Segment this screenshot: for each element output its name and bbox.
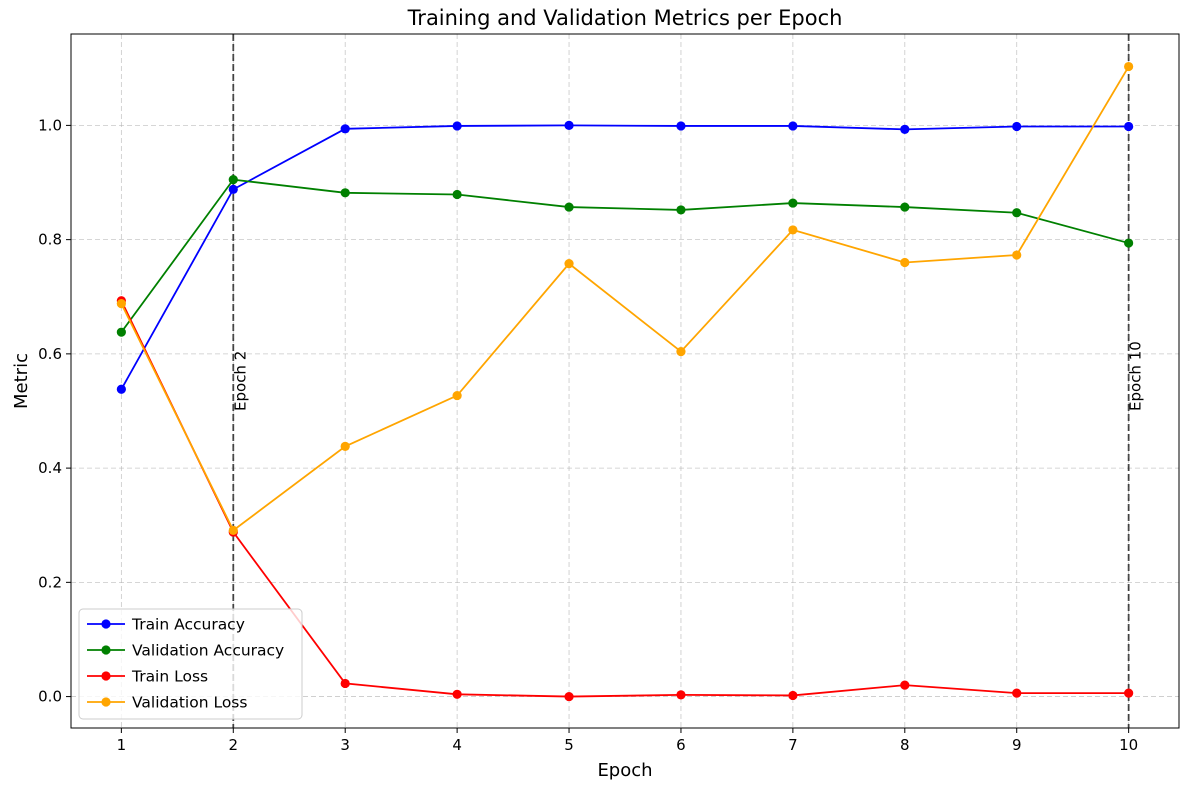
chart-title: Training and Validation Metrics per Epoc… [407, 6, 843, 30]
x-tick-label: 8 [900, 736, 910, 754]
y-tick-label: 0.6 [38, 345, 62, 363]
epoch-marker-label: Epoch 10 [1127, 341, 1145, 411]
data-point [1012, 121, 1022, 132]
data-point [1012, 250, 1022, 260]
data-point [900, 257, 910, 268]
vertical-markers: Epoch 2 Epoch 10 [231, 34, 1145, 728]
data-point [228, 525, 238, 535]
y-tick-label: 0.0 [38, 688, 62, 706]
data-point [564, 120, 574, 130]
x-axis-title: Epoch [597, 760, 652, 781]
legend-label: Train Accuracy [131, 616, 245, 634]
data-point [788, 198, 798, 208]
data-point [900, 202, 910, 212]
x-tick-label: 4 [452, 736, 462, 754]
x-axis-ticks: 1 2 3 4 5 6 7 8 9 10 [117, 728, 1138, 754]
data-point [676, 346, 686, 357]
legend-swatch-marker [101, 645, 111, 655]
data-point [228, 175, 238, 185]
data-point [1124, 238, 1134, 248]
legend-box [78, 608, 303, 720]
data-point [676, 690, 686, 700]
x-tick-label: 3 [340, 736, 350, 754]
y-tick-label: 0.4 [38, 459, 62, 477]
epoch-marker-label: Epoch 2 [231, 351, 249, 411]
y-tick-label: 0.8 [38, 231, 62, 249]
data-point [1012, 208, 1022, 218]
data-point [340, 124, 350, 134]
series-lines [116, 61, 1134, 702]
legend-swatch-marker [101, 619, 111, 629]
series-line [120, 178, 1129, 333]
x-tick-label: 7 [788, 736, 798, 754]
x-tick-label: 10 [1119, 736, 1138, 754]
series-line [120, 300, 1129, 698]
data-point [1012, 688, 1022, 698]
series-line [120, 66, 1130, 532]
data-point [228, 184, 238, 194]
data-point [564, 691, 574, 702]
data-point [452, 689, 462, 699]
data-point [116, 299, 126, 309]
data-point [340, 678, 350, 689]
x-tick-label: 9 [1012, 736, 1022, 754]
data-point [452, 121, 462, 131]
y-axis-ticks: 0.0 0.2 0.4 0.6 0.8 1.0 [38, 116, 71, 706]
data-point [452, 390, 462, 401]
data-point [340, 188, 350, 198]
legend: Train Accuracy Validation Accuracy Train L… [78, 608, 303, 720]
data-point [900, 124, 910, 134]
legend-swatch-marker [101, 697, 111, 707]
legend-label: Train Loss [131, 668, 208, 686]
data-point [116, 327, 126, 337]
data-point [788, 121, 798, 131]
legend-label: Validation Accuracy [132, 642, 284, 660]
data-point [340, 441, 350, 452]
x-tick-label: 5 [564, 736, 574, 754]
legend-swatch-marker [101, 671, 111, 681]
x-tick-label: 6 [676, 736, 686, 754]
x-tick-label: 2 [229, 736, 239, 754]
data-point [1124, 688, 1134, 698]
x-tick-label: 1 [117, 736, 127, 754]
data-point [788, 690, 798, 701]
data-point [676, 121, 686, 131]
data-point [564, 202, 574, 212]
data-point [1124, 61, 1134, 72]
data-point [788, 225, 798, 235]
y-tick-label: 0.2 [38, 573, 62, 591]
data-point [900, 680, 910, 690]
data-point [1124, 121, 1134, 132]
plot-frame [70, 33, 1180, 729]
data-point [452, 189, 462, 200]
data-point [676, 205, 686, 215]
y-axis-title: Metric [11, 353, 32, 409]
data-point [116, 384, 126, 394]
y-tick-label: 1.0 [38, 116, 62, 134]
legend-label: Validation Loss [132, 694, 247, 712]
series-line [120, 124, 1129, 390]
data-point [564, 259, 574, 269]
